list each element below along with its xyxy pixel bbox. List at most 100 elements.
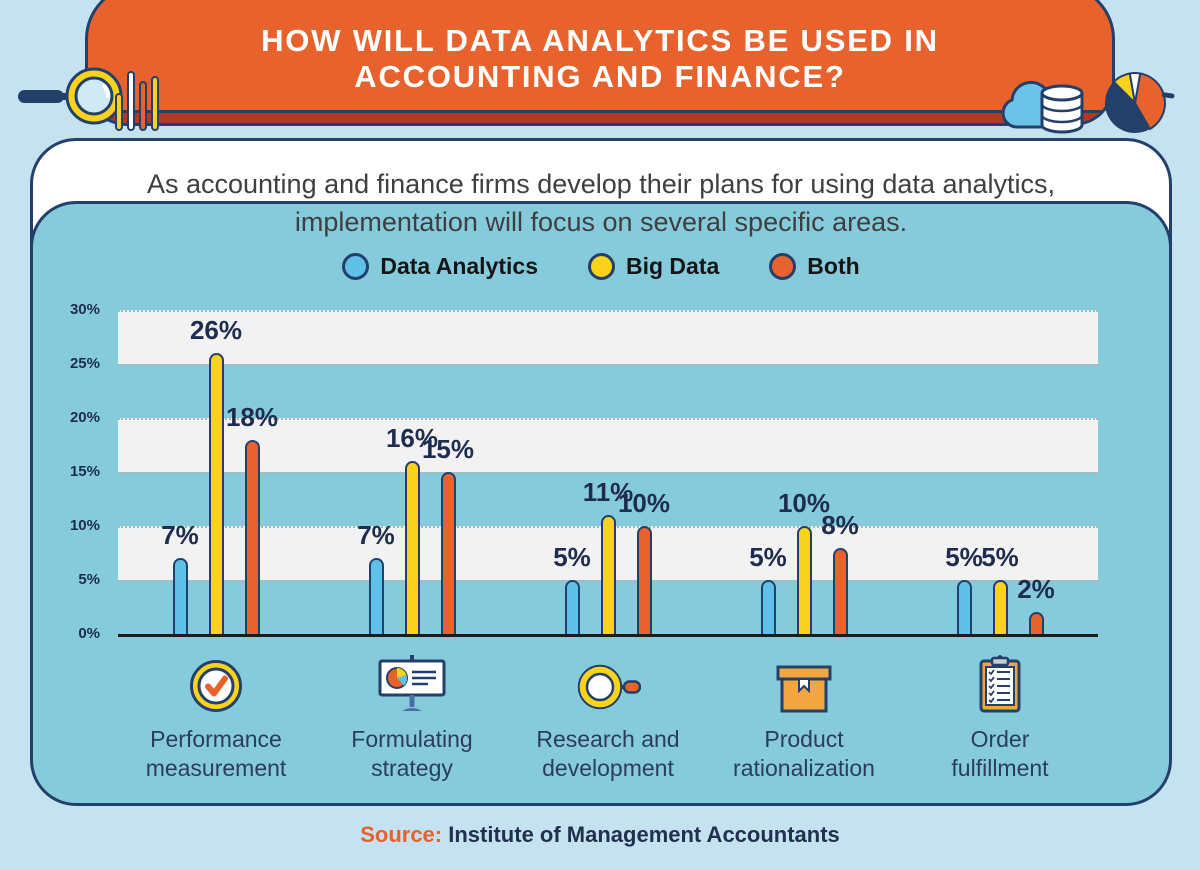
page-title: HOW WILL DATA ANALYTICS BE USED IN ACCOU… — [88, 23, 1112, 95]
bar-slot: 5% — [749, 542, 787, 634]
bar-value-label: 10% — [617, 488, 671, 518]
category-cell: Formulating strategy — [314, 651, 510, 783]
check-badge-icon — [118, 651, 314, 713]
y-tick-label: 30% — [69, 301, 100, 318]
bar-slot: 7% — [161, 520, 199, 634]
bar — [368, 558, 384, 634]
bar — [796, 526, 812, 634]
bar-slot: 15% — [422, 434, 474, 634]
bar-slot: 8% — [821, 510, 859, 634]
bar — [636, 526, 652, 634]
bar-slot: 7% — [357, 520, 395, 634]
category-label: Performance measurement — [145, 726, 287, 781]
bar-group: 7% 26% 18% — [118, 310, 314, 634]
bar-value-label: 18% — [225, 401, 279, 432]
legend-label: Data Analytics — [380, 253, 538, 279]
legend-item-big-data: Big Data — [587, 253, 720, 280]
category-label: Product rationalization — [733, 726, 875, 781]
chart-subtitle-line-2: implementation will focus on several spe… — [294, 207, 908, 237]
chart-subtitle-line-1: As accounting and finance firms develop … — [146, 169, 1056, 199]
bar-slot: 16% — [386, 423, 438, 634]
bar — [440, 472, 456, 634]
header-stripe — [88, 110, 1112, 123]
category-label: Formulating strategy — [351, 726, 473, 781]
bar-slot: 5% — [945, 542, 983, 634]
y-tick-label: 5% — [78, 571, 100, 588]
magnifier-icon — [510, 651, 706, 713]
bar-group: 7% 16% 15% — [314, 310, 510, 634]
legend-swatch-blue — [342, 253, 370, 280]
bar-value-label: 16% — [385, 423, 439, 454]
bar — [992, 580, 1008, 634]
bar-slot: 2% — [1017, 574, 1055, 634]
bar-groups: 7% 26% 18% 7% 16% 15% 5% 11% 10% 5% 10% 8% 5% 5% 2% — [118, 310, 1098, 634]
grid-band — [118, 364, 1098, 418]
bar — [832, 547, 848, 634]
bar-value-label: 26% — [189, 315, 243, 346]
y-tick-label: 0% — [78, 625, 100, 642]
bar — [1028, 612, 1044, 634]
source-line: Source: Institute of Management Accounta… — [0, 822, 1200, 848]
bar — [208, 353, 224, 634]
bar-value-label: 8% — [821, 509, 859, 540]
bar-group: 5% 10% 8% — [706, 310, 902, 634]
content-card: As accounting and finance firms develop … — [30, 138, 1172, 806]
presentation-chart-icon — [314, 651, 510, 713]
category-cell: Product rationalization — [706, 651, 902, 783]
category-cell: Research and development — [510, 651, 706, 783]
bar-slot: 5% — [981, 542, 1019, 634]
bar-value-label: 10% — [777, 488, 831, 518]
bar-group: 5% 5% 2% — [902, 310, 1098, 634]
bar-value-label: 5% — [749, 542, 787, 572]
y-tick-label: 25% — [69, 355, 100, 372]
bar — [564, 580, 580, 634]
bar-value-label: 11% — [582, 477, 634, 508]
legend-label: Both — [807, 253, 860, 279]
legend-swatch-yellow — [587, 253, 615, 280]
legend-label: Big Data — [625, 253, 720, 279]
bar — [760, 580, 776, 634]
magnifier-barchart-icon — [16, 58, 176, 141]
clipboard-checklist-icon — [902, 651, 1098, 713]
package-box-icon — [706, 651, 902, 713]
y-tick-label: 10% — [69, 517, 100, 534]
bar — [244, 439, 260, 634]
bar — [956, 580, 972, 634]
cloud-database-pie-icon — [998, 71, 1176, 140]
legend-item-both: Both — [769, 253, 860, 280]
bar — [172, 558, 188, 634]
bar — [404, 461, 420, 634]
bar-value-label: 5% — [981, 542, 1019, 572]
page-title-line-1: HOW WILL DATA ANALYTICS BE USED IN — [261, 23, 939, 58]
bar-group: 5% 11% 10% — [510, 310, 706, 634]
chart-legend: Data Analytics Big Data Both — [33, 253, 1169, 280]
y-tick-label: 15% — [69, 463, 100, 480]
bar-value-label: 5% — [945, 542, 983, 572]
source-label: Source: — [360, 822, 443, 847]
bar-slot: 10% — [618, 488, 670, 634]
bar-value-label: 2% — [1017, 574, 1055, 605]
bar-value-label: 7% — [357, 520, 395, 551]
category-label: Research and development — [536, 726, 680, 781]
bar — [600, 515, 616, 634]
category-label: Order fulfillment — [951, 726, 1049, 781]
legend-swatch-orange — [769, 253, 797, 280]
source-text: Institute of Management Accountants — [448, 822, 840, 847]
legend-item-data-analytics: Data Analytics — [342, 253, 538, 280]
bar-slot: 11% — [583, 477, 633, 634]
header-banner: HOW WILL DATA ANALYTICS BE USED IN ACCOU… — [85, 0, 1115, 126]
bar-value-label: 5% — [553, 542, 591, 572]
bar-slot: 5% — [553, 542, 591, 634]
category-cell: Order fulfillment — [902, 651, 1098, 783]
bar-slot: 26% — [190, 315, 242, 634]
category-cell: Performance measurement — [118, 651, 314, 783]
bar-slot: 18% — [226, 402, 278, 634]
bar-value-label: 15% — [421, 434, 475, 464]
grid-band — [118, 310, 1098, 364]
grid-band — [118, 418, 1098, 472]
bar-slot: 10% — [778, 488, 830, 634]
page-title-line-2: ACCOUNTING AND FINANCE? — [354, 59, 846, 94]
bar-chart-plot: 30% 25% 20% 15% 10% 5% 0% 7% 26% 18% 7% 16% 15% 5% 11… — [70, 301, 1098, 642]
chart-subtitle: As accounting and finance firms develop … — [33, 165, 1169, 241]
category-axis: Performance measurement Formulating strat… — [118, 651, 1098, 783]
